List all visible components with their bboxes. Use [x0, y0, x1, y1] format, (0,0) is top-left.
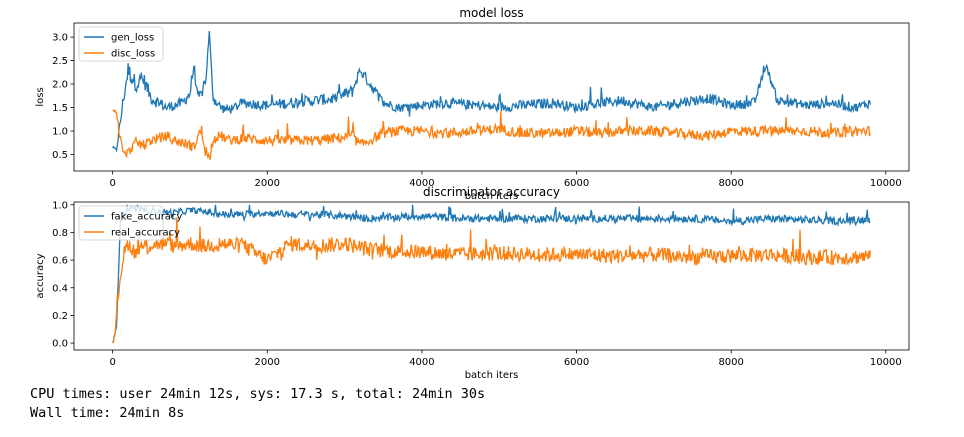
- y-tick-label: 1.5: [52, 103, 68, 114]
- y-tick-label: 1.0: [52, 200, 68, 211]
- legend-label-gen_loss: gen_loss: [111, 33, 154, 44]
- y-tick-label: 3.0: [52, 33, 68, 44]
- y-tick-label: 1.0: [52, 127, 68, 138]
- x-axis-label: batch iters: [465, 191, 519, 202]
- y-tick-label: 0.5: [52, 150, 68, 161]
- x-tick-label: 10000: [870, 178, 902, 189]
- x-tick-label: 6000: [564, 178, 589, 189]
- y-tick-label: 0.4: [52, 283, 68, 294]
- y-tick-label: 0.0: [52, 339, 68, 350]
- y-axis-label: accuracy: [35, 253, 46, 298]
- y-tick-label: 0.6: [52, 256, 68, 267]
- series-line-fake_accuracy: [112, 204, 871, 344]
- y-tick-label: 2.5: [52, 56, 68, 67]
- x-tick-label: 0: [109, 357, 115, 368]
- x-tick-label: 0: [109, 178, 115, 189]
- x-tick-label: 8000: [718, 178, 743, 189]
- legend-label-fake_accuracy: fake_accuracy: [111, 212, 182, 223]
- series-line-real_accuracy: [112, 217, 871, 344]
- x-tick-label: 2000: [255, 178, 280, 189]
- y-tick-label: 2.0: [52, 80, 68, 91]
- x-tick-label: 4000: [409, 357, 434, 368]
- x-tick-label: 6000: [564, 357, 589, 368]
- plot-frame: [73, 22, 910, 172]
- wall-time-text: Wall time: 24min 8s: [30, 405, 185, 421]
- chart-title: model loss: [459, 6, 523, 20]
- y-axis-label: loss: [35, 87, 46, 106]
- legend-label-disc_loss: disc_loss: [111, 49, 155, 60]
- x-tick-label: 4000: [409, 178, 434, 189]
- x-tick-label: 10000: [870, 357, 902, 368]
- plot-frame: [73, 201, 910, 351]
- y-tick-label: 0.2: [52, 311, 68, 322]
- x-tick-label: 2000: [255, 357, 280, 368]
- series-line-disc_loss: [112, 108, 871, 160]
- x-axis-label: batch iters: [465, 370, 519, 380]
- y-tick-label: 0.8: [52, 228, 68, 239]
- cpu-times-text: CPU times: user 24min 12s, sys: 17.3 s, …: [30, 386, 486, 402]
- series-line-gen_loss: [112, 30, 871, 153]
- chart-title: discriminator accuracy: [423, 185, 560, 199]
- x-tick-label: 8000: [718, 357, 743, 368]
- legend-label-real_accuracy: real_accuracy: [111, 228, 180, 239]
- figure: 0 2000 4000 6000 8000 10000 0.5 1.0 1.5 2.0 2.5 3.0…: [35, 6, 910, 380]
